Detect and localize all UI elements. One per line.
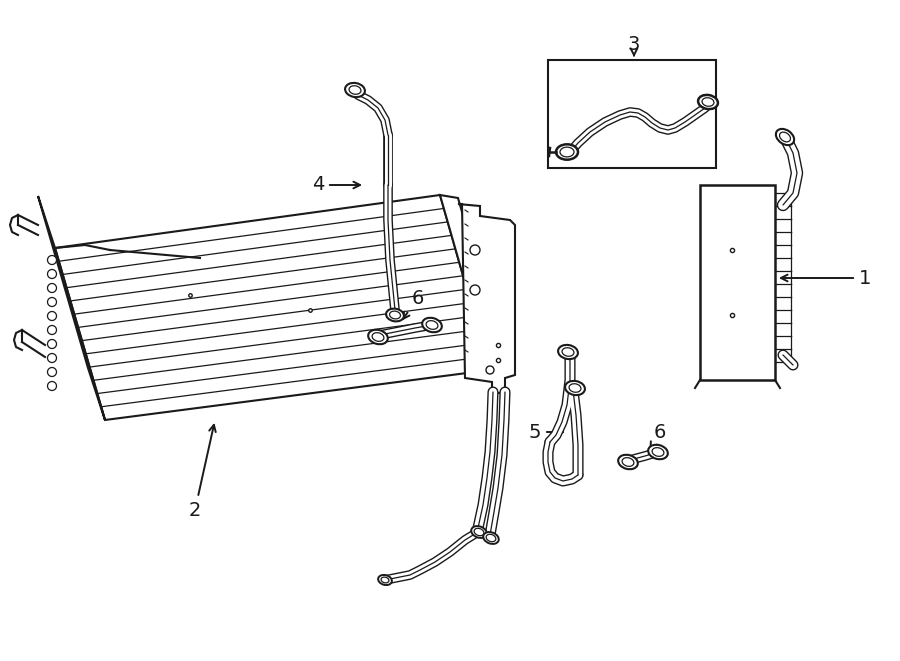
Text: 3: 3 [628, 34, 640, 54]
Circle shape [48, 381, 57, 391]
Ellipse shape [372, 332, 384, 341]
Ellipse shape [652, 447, 664, 456]
Bar [548, 60, 716, 168]
Polygon shape [55, 195, 490, 420]
Ellipse shape [390, 311, 400, 319]
Ellipse shape [702, 98, 714, 106]
Circle shape [48, 256, 57, 264]
Text: 6: 6 [651, 422, 666, 449]
Ellipse shape [622, 457, 634, 467]
Ellipse shape [426, 321, 438, 329]
Ellipse shape [386, 309, 404, 321]
Ellipse shape [698, 95, 718, 109]
Ellipse shape [565, 381, 585, 395]
Ellipse shape [486, 534, 496, 542]
Ellipse shape [349, 86, 361, 95]
Circle shape [48, 354, 57, 362]
Ellipse shape [483, 532, 499, 544]
Circle shape [48, 270, 57, 278]
Text: 4: 4 [311, 176, 360, 194]
Ellipse shape [345, 83, 364, 97]
Ellipse shape [618, 455, 638, 469]
Ellipse shape [648, 445, 668, 459]
Circle shape [470, 285, 480, 295]
Polygon shape [440, 195, 508, 373]
Circle shape [486, 366, 494, 374]
Ellipse shape [472, 526, 487, 538]
Polygon shape [458, 204, 515, 394]
Ellipse shape [569, 384, 581, 392]
Ellipse shape [378, 575, 392, 585]
Bar [700, 185, 775, 380]
Circle shape [48, 284, 57, 293]
Ellipse shape [779, 132, 790, 142]
Circle shape [48, 368, 57, 377]
Ellipse shape [560, 147, 574, 157]
Text: 1: 1 [781, 268, 871, 288]
Circle shape [48, 297, 57, 307]
Circle shape [48, 325, 57, 334]
Ellipse shape [381, 577, 389, 583]
Polygon shape [38, 196, 105, 420]
Ellipse shape [558, 345, 578, 359]
Ellipse shape [368, 330, 388, 344]
Ellipse shape [474, 528, 484, 535]
Ellipse shape [562, 348, 574, 356]
Circle shape [48, 311, 57, 321]
Ellipse shape [422, 318, 442, 332]
Text: 2: 2 [189, 425, 216, 520]
Text: 6: 6 [403, 288, 424, 319]
Circle shape [470, 245, 480, 255]
Ellipse shape [556, 144, 578, 160]
Ellipse shape [776, 129, 794, 145]
Circle shape [48, 340, 57, 348]
Text: 5: 5 [529, 422, 563, 442]
